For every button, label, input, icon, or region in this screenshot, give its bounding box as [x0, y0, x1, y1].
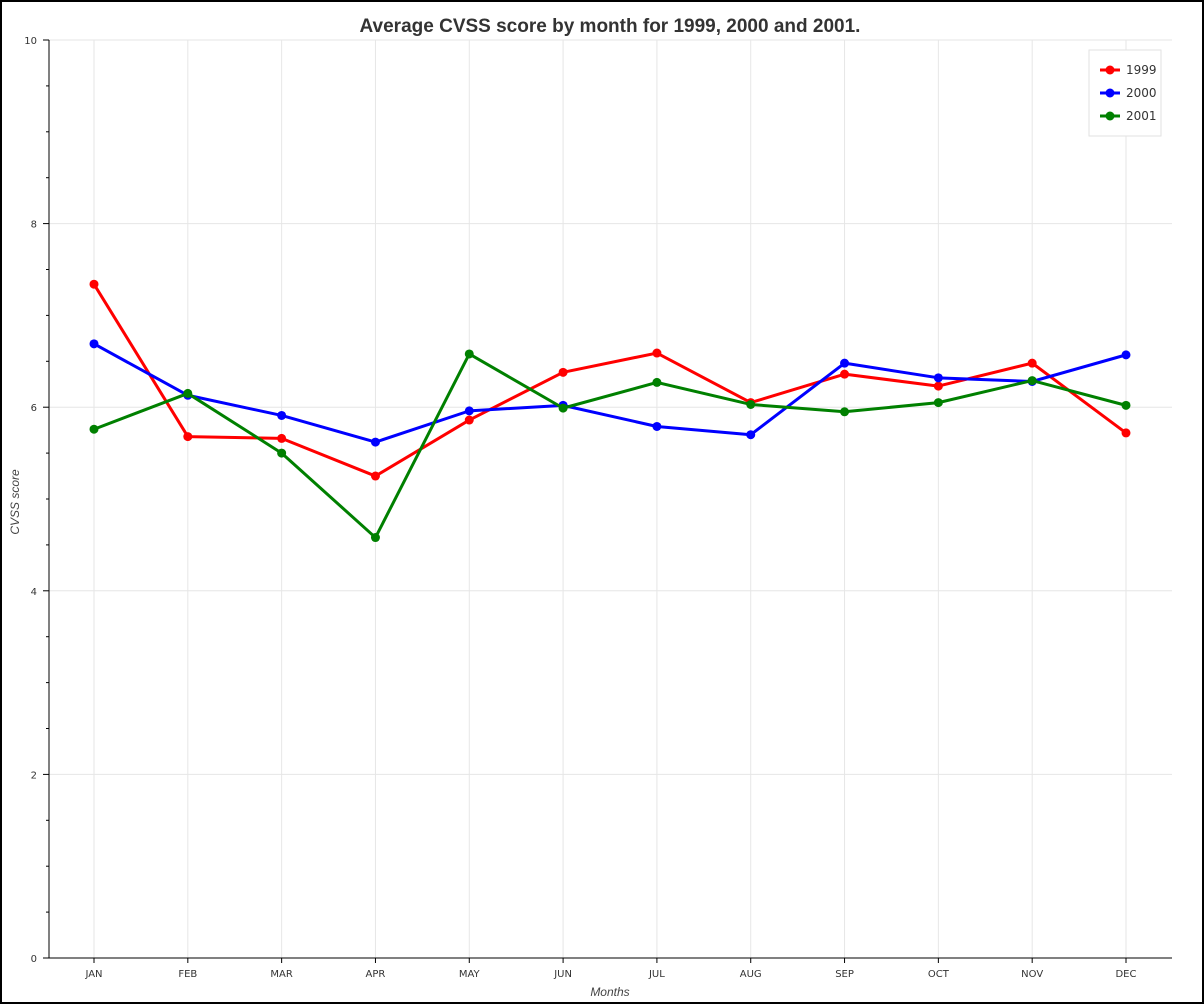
data-point-2001[interactable]: [89, 424, 99, 434]
data-point-2001[interactable]: [1121, 400, 1131, 410]
y-tick-label: 0: [31, 954, 37, 965]
y-tick-label: 10: [24, 36, 37, 47]
series-1999: [89, 279, 1131, 481]
y-axis-title: CVSS score: [8, 469, 22, 535]
data-point-1999[interactable]: [370, 471, 380, 481]
data-point-2001[interactable]: [558, 403, 568, 413]
data-point-1999[interactable]: [277, 433, 287, 443]
legend-label[interactable]: 2000: [1126, 86, 1157, 100]
data-point-1999[interactable]: [464, 415, 474, 425]
data-point-2001[interactable]: [464, 349, 474, 359]
legend-label[interactable]: 2001: [1126, 109, 1157, 123]
data-point-1999[interactable]: [1121, 428, 1131, 438]
data-point-1999[interactable]: [1027, 358, 1037, 368]
data-point-2000[interactable]: [652, 421, 662, 431]
y-tick-label: 8: [31, 220, 37, 231]
legend-swatch-marker: [1105, 88, 1115, 98]
data-point-2000[interactable]: [746, 430, 756, 440]
legend-swatch-marker: [1105, 111, 1115, 121]
data-point-1999[interactable]: [89, 279, 99, 289]
x-tick-label: OCT: [928, 969, 950, 980]
data-point-2001[interactable]: [370, 533, 380, 543]
series-line-1999: [92, 283, 1127, 478]
series-layer: [89, 279, 1131, 543]
data-point-2000[interactable]: [370, 437, 380, 447]
chart-title: Average CVSS score by month for 1999, 20…: [360, 16, 861, 37]
x-tick-label: JUN: [553, 969, 572, 980]
y-tick-label: 4: [31, 587, 37, 598]
series-2001: [89, 349, 1131, 543]
data-point-1999[interactable]: [840, 369, 850, 379]
data-point-1999[interactable]: [558, 367, 568, 377]
data-point-2001[interactable]: [1027, 376, 1037, 386]
x-tick-label: MAY: [459, 969, 481, 980]
legend-label[interactable]: 1999: [1126, 63, 1157, 77]
x-tick-label: NOV: [1021, 969, 1043, 980]
data-point-1999[interactable]: [183, 432, 193, 442]
y-tick-label: 6: [31, 403, 37, 414]
x-tick-label: SEP: [835, 969, 854, 980]
data-point-1999[interactable]: [652, 348, 662, 358]
legend: 1999 2000 2001: [1088, 49, 1162, 137]
y-tick-label: 2: [31, 770, 37, 781]
x-tick-label: JAN: [84, 969, 102, 980]
data-point-2001[interactable]: [840, 407, 850, 417]
x-tick-label: JUL: [648, 969, 665, 980]
x-tick-label: AUG: [740, 969, 762, 980]
data-point-2000[interactable]: [1121, 350, 1131, 360]
x-tick-label: APR: [366, 969, 386, 980]
data-point-2001[interactable]: [652, 377, 662, 387]
data-point-2001[interactable]: [746, 399, 756, 409]
series-line-2000: [93, 342, 1127, 444]
series-line-2001: [93, 352, 1127, 540]
data-point-2000[interactable]: [277, 410, 287, 420]
axes: 0 2 4 6 8 10 JAN FEB MAR APR MAY JUN JUL AUG SEP OCT NOV…: [24, 36, 1172, 980]
data-point-2001[interactable]: [277, 448, 287, 458]
x-tick-label: FEB: [178, 969, 197, 980]
data-point-2001[interactable]: [183, 388, 193, 398]
x-axis-title: Months: [590, 985, 629, 999]
data-point-2000[interactable]: [933, 373, 943, 383]
data-point-1999[interactable]: [933, 381, 943, 391]
data-point-2000[interactable]: [89, 339, 99, 349]
x-tick-label: DEC: [1115, 969, 1136, 980]
data-point-2000[interactable]: [840, 358, 850, 368]
data-point-2001[interactable]: [933, 398, 943, 408]
x-tick-label: MAR: [270, 969, 292, 980]
legend-swatch-marker: [1105, 65, 1115, 75]
grid: [49, 39, 1172, 958]
data-point-2000[interactable]: [464, 406, 474, 416]
